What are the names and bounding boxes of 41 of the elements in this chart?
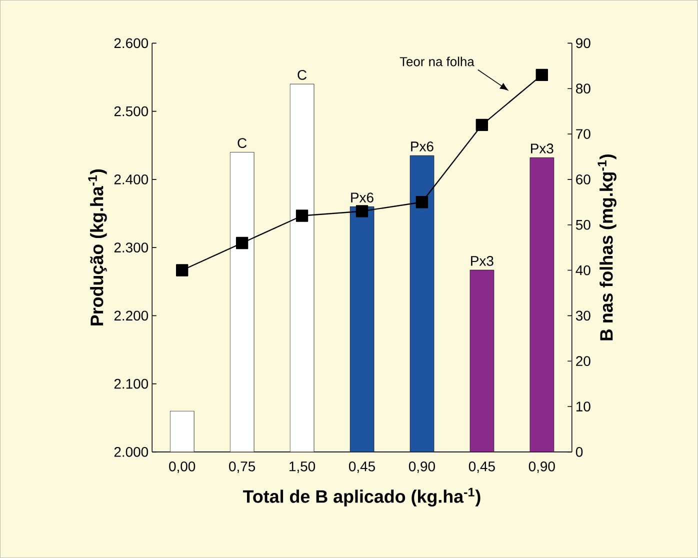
y2-axis-title: B nas folhas (mg.kg$^{-1}$) xyxy=(598,154,616,340)
data-label: Px3 xyxy=(471,256,494,266)
point xyxy=(236,236,248,250)
x-tick-label: 0,90 xyxy=(408,461,435,473)
y-tick-label: 2.200 xyxy=(114,310,148,321)
y2-tick-label: 10 xyxy=(576,402,590,412)
point xyxy=(416,196,428,208)
y2-tick-label: 40 xyxy=(576,265,590,276)
y2-tick-label: 60 xyxy=(576,174,590,184)
data-label: C xyxy=(238,138,247,148)
text: Teor na folha xyxy=(400,56,474,66)
y2-tick-label: 50 xyxy=(576,220,590,230)
point xyxy=(296,210,308,222)
point xyxy=(176,264,188,276)
y-tick-label: 2.400 xyxy=(114,174,148,184)
data-label: Px6 xyxy=(351,192,374,202)
x-tick-label: 1,50 xyxy=(290,461,316,473)
x-tick-label: 0,45 xyxy=(348,461,375,473)
y-tick-label: 2.500 xyxy=(114,106,148,116)
x-tick-label: 0,75 xyxy=(229,461,256,473)
data-label: Px6 xyxy=(411,141,434,152)
y-tick-label: 2.600 xyxy=(114,38,148,48)
x-tick-label: 0,45 xyxy=(468,461,495,473)
y2-tick-label: 0 xyxy=(576,446,583,457)
y2-tick-label: 90 xyxy=(576,38,590,48)
y-tick-label: 2.300 xyxy=(114,242,148,252)
x-tick-label: 0,00 xyxy=(169,461,196,473)
y-tick-label: 2.000 xyxy=(114,446,148,457)
point xyxy=(536,68,548,82)
point xyxy=(356,205,368,218)
point xyxy=(476,118,488,131)
y2-tick-label: 70 xyxy=(576,129,590,139)
y-axis-title: Produção (kg.ha$^{-1}$) xyxy=(88,169,107,326)
x-tick-label: 0,90 xyxy=(528,461,555,473)
y-tick-label: 2.100 xyxy=(114,378,148,389)
data-label: C xyxy=(298,70,307,80)
x-axis-title: Total de B aplicado (kg.ha$^{-1}$) xyxy=(243,488,480,506)
y2-tick-label: 20 xyxy=(576,356,590,366)
y2-tick-label: 30 xyxy=(576,310,590,321)
data-label: Px3 xyxy=(531,144,554,154)
y2-tick-label: 80 xyxy=(576,84,590,94)
